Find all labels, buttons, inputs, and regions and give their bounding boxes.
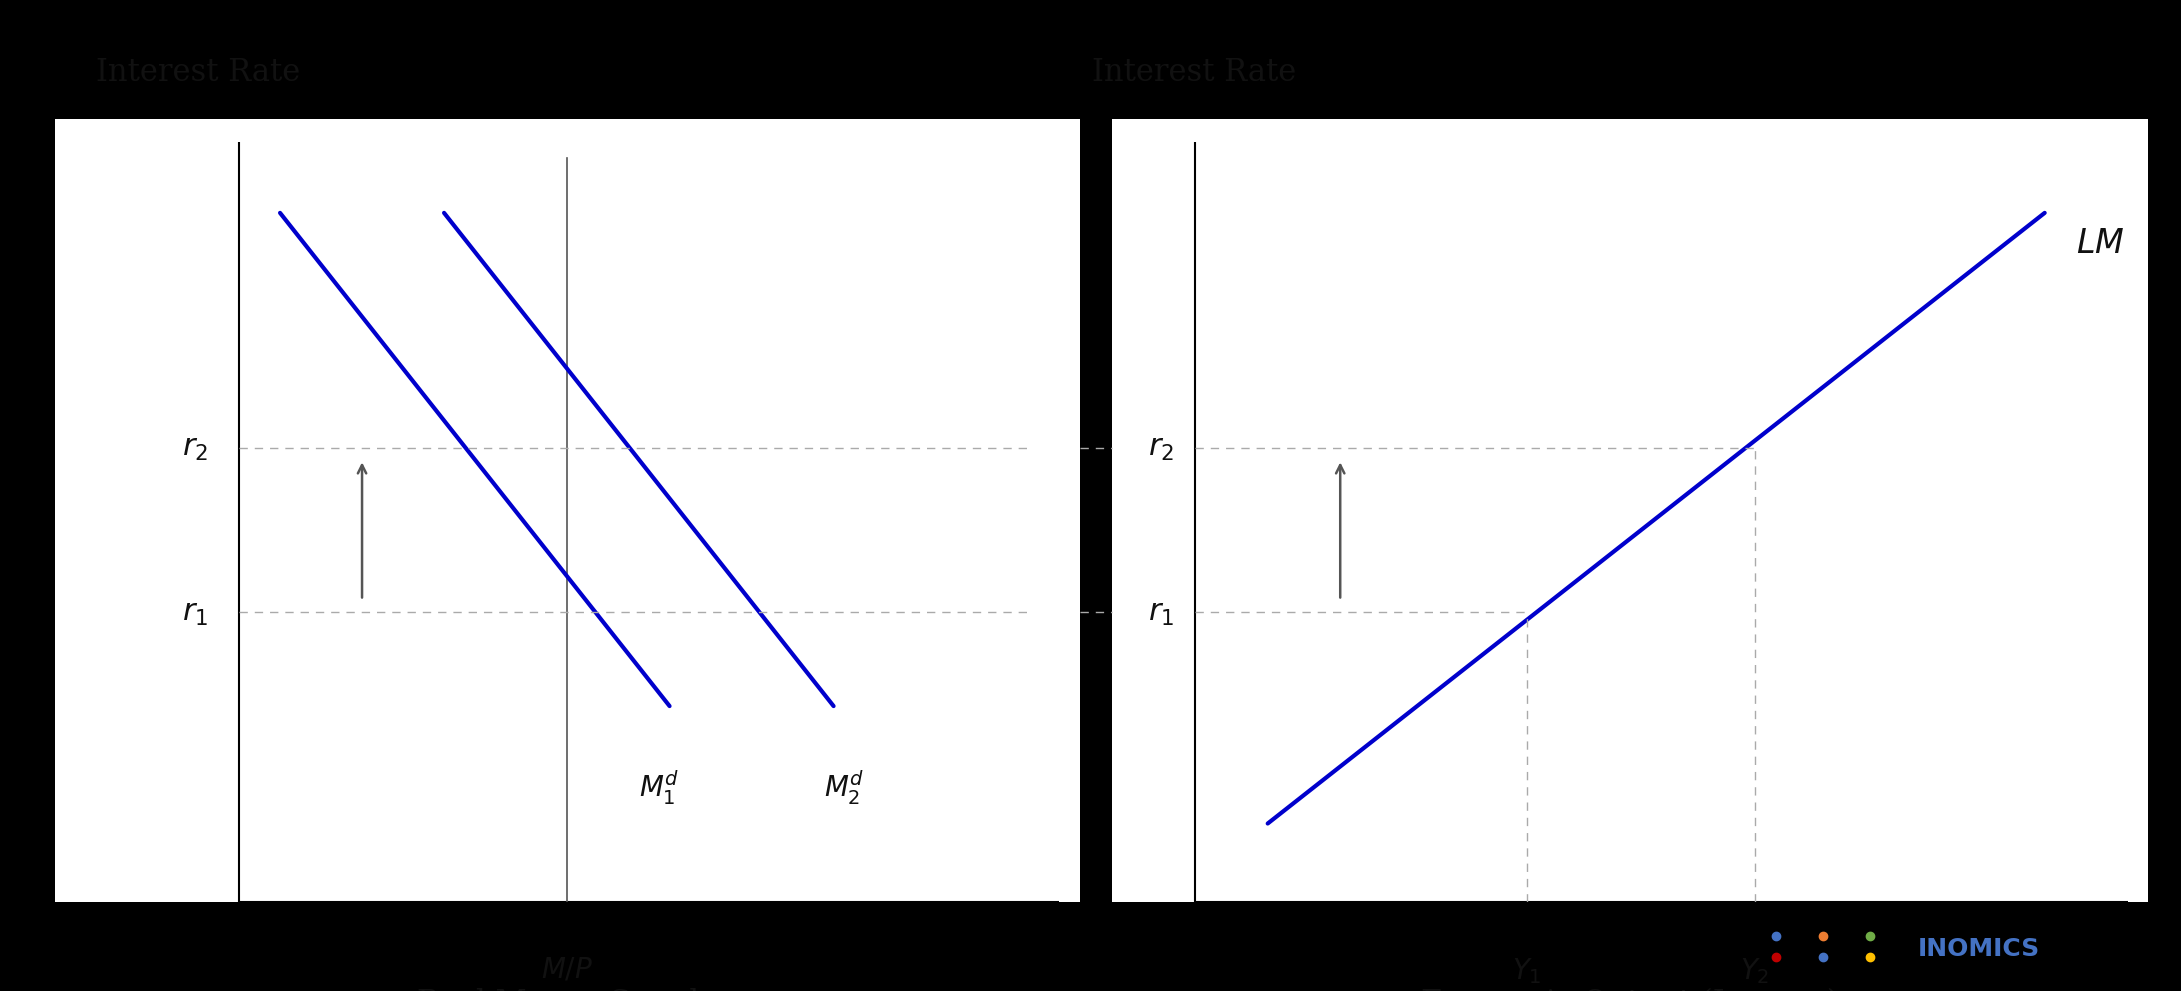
Text: $M/P$: $M/P$ [541,956,593,984]
Text: $Y_1$: $Y_1$ [1511,956,1542,986]
Text: Interest Rate: Interest Rate [96,56,299,87]
Text: $r_1$: $r_1$ [183,597,207,627]
Text: $Y_2$: $Y_2$ [1740,956,1769,986]
Text: $r_2$: $r_2$ [183,432,207,463]
Text: $LM$: $LM$ [2076,228,2124,261]
Text: $M_2^d$: $M_2^d$ [824,769,864,808]
Text: Real Money Supply: Real Money Supply [417,988,718,991]
Text: INOMICS: INOMICS [1917,937,2039,961]
Text: $r_1$: $r_1$ [1149,597,1173,627]
Text: $M_1^d$: $M_1^d$ [639,769,680,808]
Text: Economic Output (Income): Economic Output (Income) [1422,988,1839,991]
Text: Interest Rate: Interest Rate [1090,56,1296,87]
Text: $r_2$: $r_2$ [1149,432,1173,463]
